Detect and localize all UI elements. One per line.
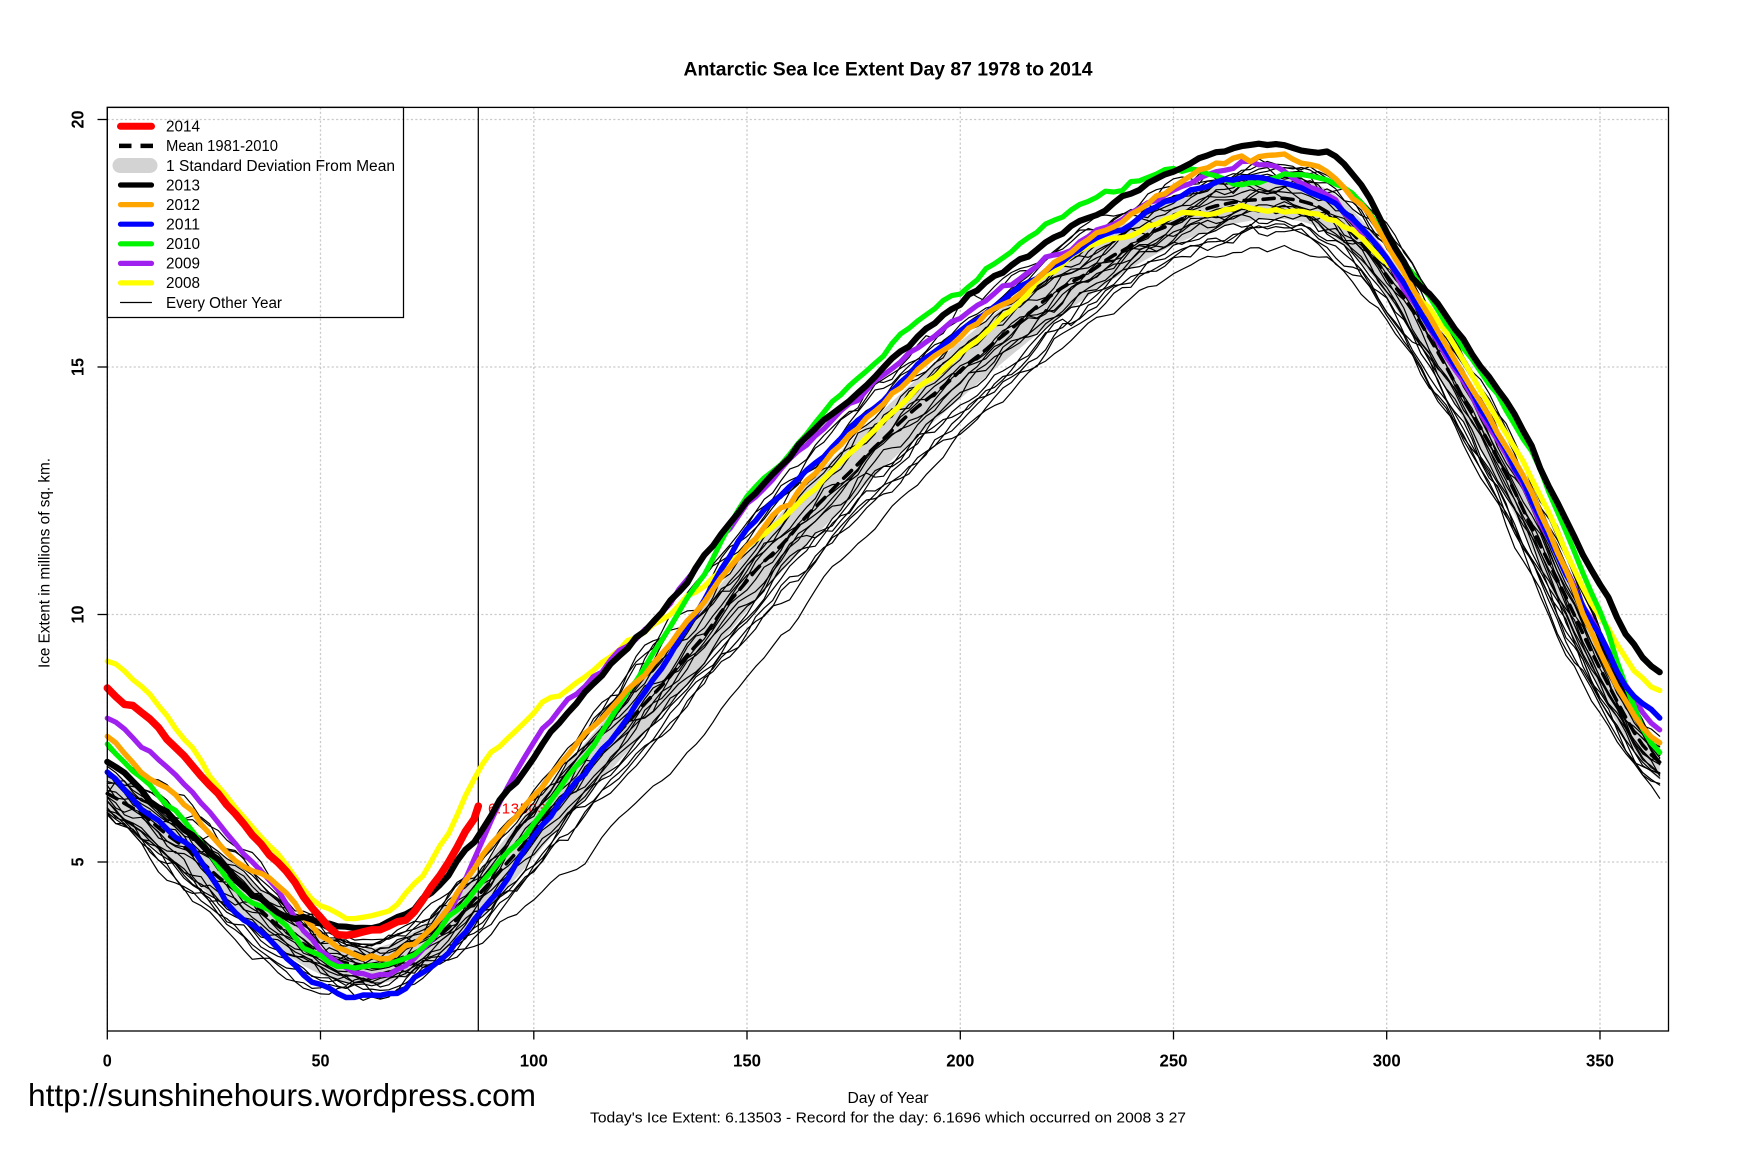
svg-text:300: 300: [1373, 1051, 1401, 1071]
svg-text:Today's Ice Extent: 6.13503 -: Today's Ice Extent: 6.13503 - Record for…: [590, 1110, 1186, 1127]
svg-text:2008: 2008: [166, 275, 200, 292]
svg-text:Every Other Year: Every Other Year: [166, 295, 282, 312]
svg-text:10: 10: [68, 605, 88, 623]
svg-text:20: 20: [68, 110, 88, 128]
svg-text:150: 150: [733, 1051, 761, 1071]
svg-text:2012: 2012: [166, 197, 200, 214]
svg-text:Ice Extent in millions of sq.: Ice Extent in millions of sq. km.: [37, 458, 54, 668]
svg-text:250: 250: [1160, 1051, 1188, 1071]
svg-text:50: 50: [312, 1051, 330, 1071]
svg-text:0: 0: [103, 1051, 112, 1071]
svg-text:200: 200: [946, 1051, 974, 1071]
svg-text:5: 5: [68, 857, 88, 866]
svg-text:1 Standard Deviation From Mean: 1 Standard Deviation From Mean: [166, 158, 395, 175]
svg-text:100: 100: [520, 1051, 548, 1071]
svg-text:2014: 2014: [166, 119, 200, 136]
svg-text:Antarctic Sea Ice Extent Day 8: Antarctic Sea Ice Extent Day 87 1978 to …: [684, 60, 1093, 81]
svg-text:2009: 2009: [166, 256, 200, 273]
svg-text:2011: 2011: [166, 217, 200, 234]
svg-text:2013: 2013: [166, 177, 200, 194]
svg-text:15: 15: [68, 358, 88, 376]
svg-text:Day of Year: Day of Year: [848, 1090, 930, 1107]
svg-text:http://sunshinehours.wordpress: http://sunshinehours.wordpress.com: [28, 1077, 536, 1113]
svg-text:Mean 1981-2010: Mean 1981-2010: [166, 138, 278, 155]
svg-text:350: 350: [1586, 1051, 1614, 1071]
svg-text:2010: 2010: [166, 236, 200, 253]
